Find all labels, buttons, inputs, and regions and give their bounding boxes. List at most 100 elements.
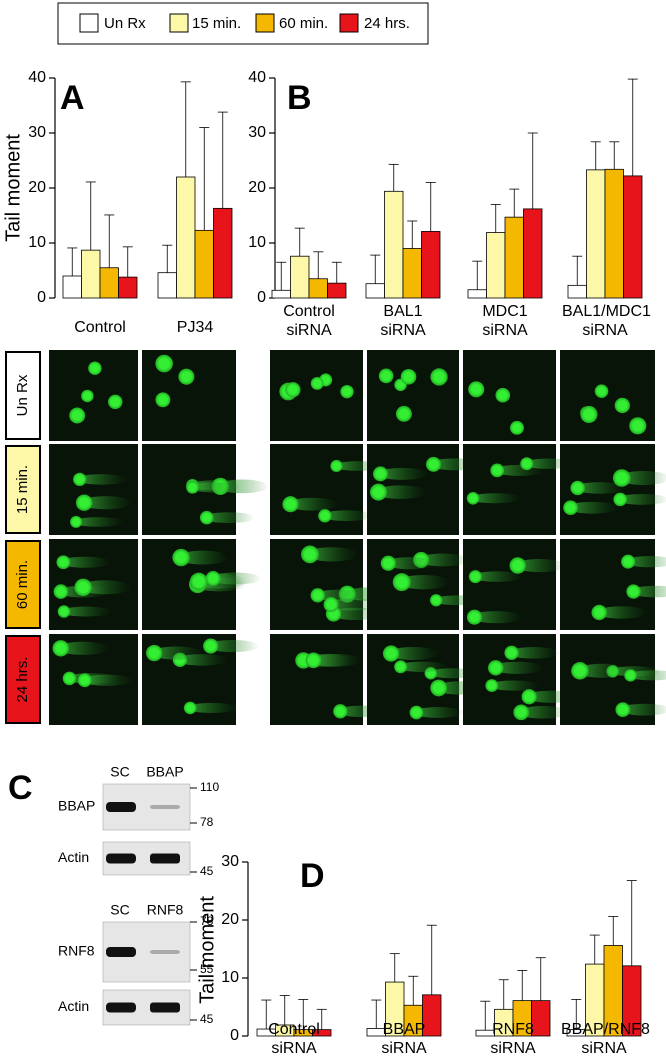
y-tick-label: 30 (221, 853, 239, 870)
bar (365, 283, 385, 299)
bar (118, 276, 138, 299)
comet-head (521, 689, 537, 705)
comet-head (394, 660, 408, 674)
comet-head (155, 392, 171, 408)
row-label: 60 min. (14, 560, 31, 609)
row-label-box (5, 635, 41, 724)
y-tick-label: 40 (248, 69, 266, 86)
comet-tail (150, 646, 203, 660)
comet-head (178, 368, 195, 385)
comet-head (108, 394, 123, 410)
row-label: 24 hrs. (14, 657, 31, 703)
marker-label: 55 (200, 962, 214, 976)
y-tick-label: 30 (28, 124, 46, 141)
comet-head (62, 671, 77, 686)
y-tick-label: 20 (248, 179, 266, 196)
blot-band (150, 805, 180, 809)
comet-head (629, 417, 647, 435)
comet-image (49, 444, 138, 535)
y-tick-label: 0 (257, 289, 266, 306)
comet-tail (595, 606, 648, 619)
y-tick-label: 20 (28, 179, 46, 196)
bar (194, 229, 214, 299)
comet-head (490, 463, 505, 478)
bar (486, 232, 506, 299)
comet-head (172, 548, 190, 567)
comet-tail (376, 467, 429, 480)
comet-tail (327, 598, 380, 611)
comet-tail (470, 611, 523, 624)
legend-swatch (169, 13, 189, 33)
comet-tail (469, 493, 522, 504)
bar (176, 176, 196, 299)
comet-tail (188, 482, 241, 493)
x-category-label: Control siRNA (283, 303, 335, 339)
x-category-label: Control siRNA (268, 1021, 320, 1057)
comet-tail (186, 702, 239, 713)
comet-tail (305, 547, 358, 562)
comet-head (580, 405, 598, 424)
bar (271, 289, 291, 299)
blot-band (150, 950, 180, 954)
comet-head (614, 397, 630, 414)
marker-label: 78 (200, 914, 214, 928)
comet-head (189, 572, 208, 591)
panel-letter: C (8, 769, 33, 807)
comet-tail (626, 670, 666, 681)
bar (384, 190, 404, 299)
x-category-label: Control (74, 319, 126, 336)
legend-label: 60 min. (279, 15, 328, 32)
comet-tail (56, 641, 109, 655)
comet-image (270, 634, 389, 725)
comet-head (155, 354, 173, 373)
comet-image (560, 539, 666, 630)
band-label: RNF8 (58, 943, 95, 959)
comet-tail (309, 654, 362, 667)
comet-head (73, 472, 87, 487)
bar (327, 282, 347, 299)
comet-head (429, 594, 443, 607)
y-tick-label: 20 (221, 911, 239, 928)
comet-head (203, 638, 219, 654)
bar (290, 255, 310, 299)
comet-tail (387, 646, 440, 661)
legend-swatch (339, 13, 359, 33)
comet-head (380, 555, 396, 571)
comet-head (594, 384, 609, 398)
comet-head (373, 466, 388, 482)
comet-tail (513, 558, 566, 573)
comet-head (81, 389, 94, 403)
band-label: Actin (58, 849, 89, 865)
bar (422, 994, 442, 1037)
comet-head (301, 545, 319, 564)
bar (157, 272, 177, 299)
comet-image (49, 350, 138, 441)
comet-head (466, 609, 483, 625)
comet-tail (59, 556, 112, 568)
x-category-label: PJ34 (176, 319, 214, 336)
lane-label: SC (110, 902, 129, 918)
comet-head (205, 571, 221, 587)
comet-head (513, 704, 530, 721)
comet-head (400, 368, 417, 385)
comet-head (70, 515, 83, 528)
comet-head (621, 554, 636, 569)
comet-background (463, 444, 556, 535)
comet-head (77, 673, 92, 688)
y-axis-label: Tail moment (2, 134, 24, 242)
comet-tail (206, 639, 259, 653)
bar (213, 207, 233, 299)
comet-tail (618, 703, 666, 716)
comet-tail (79, 580, 132, 595)
comet-tail (573, 482, 626, 494)
bar (523, 208, 543, 299)
comet-image (142, 444, 269, 535)
comet-head (485, 679, 499, 692)
comet-image (560, 444, 666, 535)
bar (312, 1029, 332, 1037)
lane-label: BBAP (146, 764, 183, 780)
comet-tail (80, 496, 133, 510)
y-tick-label: 0 (230, 1027, 239, 1044)
comet-head (305, 652, 322, 669)
